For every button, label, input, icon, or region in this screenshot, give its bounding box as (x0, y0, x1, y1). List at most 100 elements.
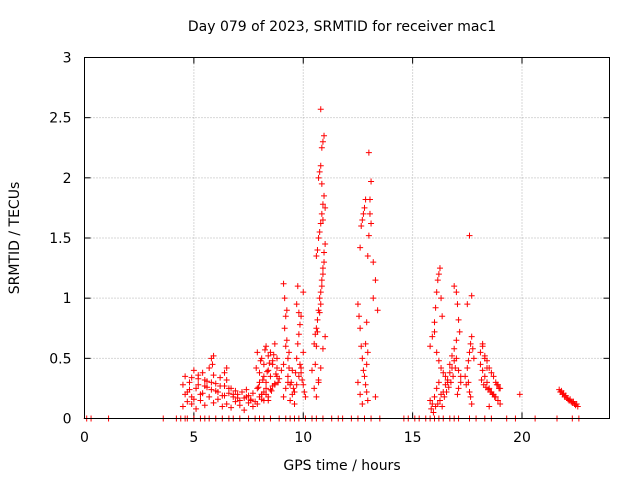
data-point (209, 361, 216, 368)
data-point (516, 391, 523, 398)
data-point (361, 204, 368, 211)
data-point (286, 349, 293, 356)
data-point (199, 390, 206, 397)
data-point (255, 384, 262, 391)
data-point (434, 401, 441, 408)
data-point (291, 401, 298, 408)
data-point (199, 369, 206, 376)
data-point (313, 393, 320, 400)
data-point (254, 349, 261, 356)
data-point (316, 295, 323, 302)
data-point (201, 402, 208, 409)
data-point (186, 386, 193, 393)
data-point (195, 381, 202, 388)
data-point (249, 390, 256, 397)
data-point (490, 373, 497, 380)
data-point (360, 210, 367, 217)
data-point (266, 360, 273, 367)
data-point (309, 367, 315, 374)
data-point (221, 392, 228, 399)
data-point (453, 337, 460, 344)
data-point (316, 228, 323, 235)
data-point (456, 328, 463, 335)
data-point (454, 301, 461, 308)
data-point (321, 192, 328, 199)
data-point (311, 385, 318, 392)
data-point (283, 307, 290, 314)
data-point (300, 289, 307, 296)
data-point (260, 373, 267, 380)
data-point (494, 397, 501, 404)
x-tick-label: 20 (513, 430, 531, 446)
data-point (280, 393, 287, 400)
data-point (317, 106, 324, 113)
data-point (292, 369, 299, 376)
data-point (265, 352, 272, 359)
data-point (443, 389, 450, 396)
data-point (467, 393, 474, 400)
data-point (469, 345, 476, 352)
data-point (438, 364, 445, 371)
data-point (264, 368, 271, 375)
data-point (428, 405, 435, 412)
data-point (435, 271, 442, 278)
data-point (287, 397, 294, 404)
data-point (293, 381, 300, 388)
data-point (201, 376, 208, 383)
data-point (322, 204, 329, 211)
data-point (439, 313, 446, 320)
data-point (210, 399, 217, 406)
data-point (488, 369, 495, 376)
data-point (318, 180, 325, 187)
y-tick-label: 2.5 (49, 111, 71, 127)
data-point (318, 277, 325, 284)
data-point (289, 367, 296, 374)
data-point (464, 301, 471, 308)
data-point (363, 319, 370, 326)
data-point (206, 364, 213, 371)
data-point (188, 401, 195, 408)
data-point (427, 397, 434, 404)
data-point (283, 337, 290, 344)
data-point (318, 283, 325, 290)
data-point (274, 355, 280, 362)
data-point (435, 357, 442, 364)
data-point (260, 397, 267, 404)
data-point (278, 367, 285, 374)
data-point (270, 351, 277, 358)
data-point (317, 162, 324, 169)
data-point (364, 253, 371, 260)
data-point (243, 393, 250, 400)
y-tick-label: 2 (63, 171, 72, 187)
data-point (363, 361, 370, 368)
data-point (470, 355, 477, 362)
data-point (294, 283, 301, 290)
y-axis-label: SRMTID / TECUs (7, 182, 23, 295)
data-point (214, 396, 221, 403)
data-point (267, 373, 274, 380)
data-point (484, 364, 490, 371)
data-point (442, 373, 449, 380)
data-point (204, 384, 210, 391)
data-point (436, 265, 443, 272)
data-point (267, 386, 274, 393)
data-point (486, 385, 493, 392)
data-point (439, 403, 446, 410)
data-point (290, 385, 297, 392)
data-point (354, 379, 361, 386)
data-point (281, 295, 288, 302)
data-point (319, 216, 326, 223)
data-point (368, 220, 375, 227)
data-point (477, 349, 484, 356)
x-tick-label: 5 (189, 430, 198, 446)
data-point (286, 364, 293, 371)
data-point (316, 168, 323, 175)
data-point (282, 385, 289, 392)
data-point (481, 355, 488, 362)
data-point (223, 376, 230, 383)
data-point (263, 379, 270, 386)
data-point (243, 386, 250, 393)
data-point (317, 301, 324, 308)
data-point (358, 343, 365, 350)
data-point (497, 401, 504, 408)
